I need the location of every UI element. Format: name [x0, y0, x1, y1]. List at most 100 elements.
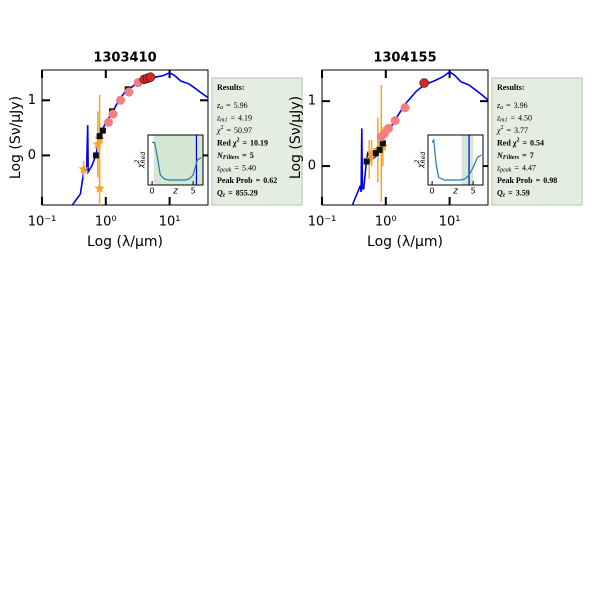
result-value: 5.40 [242, 163, 256, 172]
inset-x-label: z [452, 187, 458, 197]
results-row: Peak Prob = 0.98 [497, 176, 557, 185]
result-sub: z [502, 193, 506, 199]
circle-point [145, 72, 156, 82]
result-name: z [216, 163, 221, 172]
x-tick-label: 10⁻¹ [308, 215, 337, 230]
result-sub: peak [219, 168, 232, 174]
result-value: 50.97 [234, 126, 252, 135]
results-background [211, 77, 303, 206]
result-value: 4.19 [238, 113, 252, 122]
result-equals: = [522, 138, 527, 147]
x-tick-label: 10⁰ [375, 215, 397, 230]
inset-x-tick-label: 0 [430, 187, 435, 196]
result-equals: = [256, 176, 261, 185]
result-equals: = [242, 138, 247, 147]
result-name: χ [216, 126, 221, 135]
result-value: 0.54 [530, 138, 544, 147]
result-name: Red χ [217, 138, 237, 147]
result-equals: = [522, 151, 527, 160]
star-point [92, 138, 104, 149]
results-row: Red χ2 = 10.19 [217, 138, 268, 147]
circle-point [124, 87, 134, 97]
inset-x-tick-label: 5 [471, 187, 476, 196]
result-equals: = [226, 101, 231, 110]
results-row: zm1 = 4.50 [496, 113, 532, 124]
inset-curve [431, 138, 482, 181]
result-name: χ [496, 126, 501, 135]
result-value: 10.19 [250, 138, 268, 147]
inset-shade [461, 135, 474, 185]
result-value: 5 [250, 151, 254, 160]
result-sub: z [222, 193, 226, 199]
result-value: 4.50 [518, 113, 532, 122]
results-row: za = 5.96 [216, 101, 248, 112]
result-equals: = [230, 113, 235, 122]
result-value: 0.98 [543, 176, 557, 185]
result-value: 5.96 [234, 101, 248, 110]
result-equals: = [506, 101, 511, 110]
square-point [363, 158, 370, 165]
result-name: N [496, 151, 504, 160]
inset-y-label-sub: Red [140, 152, 147, 164]
result-sub: peak [499, 168, 512, 174]
square-point [372, 150, 379, 157]
plot-frame [321, 69, 489, 206]
result-equals: = [234, 163, 239, 172]
x-tick-label: 10¹ [439, 215, 461, 230]
square-point [379, 140, 386, 147]
y-axis-label: Log (Sν/μJy) [288, 96, 304, 179]
inset-y-label-sub: Red [420, 152, 427, 164]
result-name: z [496, 101, 501, 110]
inset-shade [153, 135, 203, 185]
circle-point [103, 117, 113, 127]
result-sup: 2 [516, 138, 519, 144]
inset-y-label-main: χ [416, 163, 425, 169]
inset-y-label-main: χ [136, 163, 145, 169]
result-name: Q [217, 188, 223, 197]
result-sub: Filters [223, 155, 240, 161]
circle-point [419, 78, 429, 88]
result-name: z [496, 163, 501, 172]
inset-y-label-sup: 2 [414, 159, 421, 163]
result-value: 3.96 [514, 101, 528, 110]
data-area [71, 71, 208, 205]
result-name: Peak Prob [497, 176, 533, 185]
inset-frame [147, 134, 204, 186]
result-sub: a [500, 105, 503, 111]
result-name: z [496, 113, 501, 122]
result-sup: 2 [236, 138, 239, 144]
inset-y-label: χ2Red [414, 152, 427, 169]
result-sub: m1 [500, 118, 507, 124]
results-row: Peak Prob = 0.62 [217, 176, 277, 185]
x-tick-label: 10¹ [159, 215, 181, 230]
results-background [491, 77, 583, 206]
inset-y-label-sup: 2 [134, 159, 141, 163]
star-point [94, 183, 105, 193]
results-row: Red χ2 = 0.54 [497, 138, 544, 147]
panel: 1303410 10⁻¹ 10⁰ 10¹ 0 1 Log (λ/μm) Log (Sν/μJy… [8, 51, 303, 250]
circle-point [108, 109, 118, 119]
result-equals: = [227, 126, 232, 135]
results-row: zpeak = 4.47 [496, 163, 536, 174]
result-value: 3.77 [514, 126, 528, 135]
result-equals: = [514, 163, 519, 172]
results-row: χ2 = 50.97 [216, 125, 252, 134]
results-title: Results: [497, 83, 525, 92]
x-axis-label: Log (λ/μm) [367, 234, 443, 250]
star-point [78, 163, 89, 174]
result-sub: Filters [503, 155, 520, 161]
result-sub: m1 [220, 118, 227, 124]
inset-background [428, 135, 483, 185]
results-row: za = 3.96 [496, 101, 528, 112]
chart-title: 1304155 [373, 51, 436, 66]
y-tick-label: 0 [28, 148, 36, 163]
plot-frame [41, 69, 209, 206]
result-name: z [216, 101, 221, 110]
result-equals: = [228, 188, 233, 197]
result-name: Peak Prob [217, 176, 253, 185]
result-sub: a [220, 105, 223, 111]
